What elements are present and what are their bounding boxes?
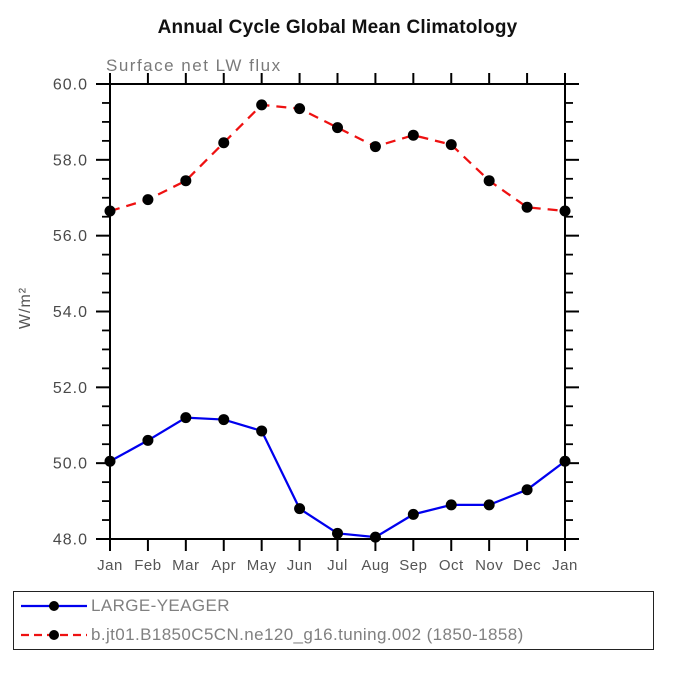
y-tick-label: 60.0 bbox=[53, 77, 88, 94]
data-point-s2-Mar bbox=[180, 175, 192, 187]
plot-frame bbox=[109, 83, 566, 540]
legend-label-series-1: LARGE-YEAGER bbox=[91, 596, 230, 616]
x-tick-label: Feb bbox=[134, 557, 161, 574]
data-point-s2-Jan bbox=[559, 205, 571, 217]
y-tick-label: 48.0 bbox=[53, 532, 88, 549]
data-point-s1-Jan bbox=[104, 455, 116, 467]
data-point-s2-Oct bbox=[445, 139, 457, 151]
data-point-s1-Oct bbox=[445, 499, 457, 511]
data-point-s2-Nov bbox=[483, 175, 495, 187]
data-point-s1-Nov bbox=[483, 499, 495, 511]
x-tick-label: Jan bbox=[97, 557, 123, 574]
data-point-s2-Feb bbox=[142, 194, 154, 206]
data-point-s1-Jun bbox=[294, 503, 306, 515]
data-point-s1-Apr bbox=[218, 414, 230, 426]
chart-title: Annual Cycle Global Mean Climatology bbox=[157, 17, 518, 38]
data-point-s1-Jul bbox=[332, 527, 343, 539]
y-tick-label: 50.0 bbox=[53, 456, 88, 473]
legend-item-tuning-run: b.jt01.B1850C5CN.ne120_g16.tuning.002 (1… bbox=[14, 621, 653, 650]
data-point-s2-Jul bbox=[332, 122, 343, 134]
legend-item-large-yeager: LARGE-YEAGER bbox=[14, 592, 653, 621]
x-tick-label: Aug bbox=[361, 557, 389, 574]
data-point-s1-Jan bbox=[559, 455, 571, 467]
x-tick-label: Dec bbox=[513, 557, 541, 574]
y-tick-label: 56.0 bbox=[53, 228, 88, 245]
data-point-s1-Mar bbox=[180, 412, 192, 424]
x-tick-label: Nov bbox=[475, 557, 503, 574]
data-point-s1-May bbox=[256, 425, 268, 437]
legend-box: LARGE-YEAGER b.jt01.B1850C5CN.ne120_g16.… bbox=[13, 591, 654, 650]
data-point-s1-Dec bbox=[521, 484, 533, 496]
y-tick-label: 52.0 bbox=[53, 380, 88, 397]
legend-marker-dot bbox=[49, 629, 59, 640]
series-line-2 bbox=[109, 103, 566, 213]
x-tick-label: Jun bbox=[287, 557, 313, 574]
data-point-s1-Aug bbox=[369, 531, 381, 543]
data-point-s2-Aug bbox=[369, 141, 381, 153]
data-point-s1-Sep bbox=[407, 508, 419, 520]
x-tick-label: Apr bbox=[211, 557, 236, 574]
data-point-s2-Jun bbox=[294, 103, 306, 115]
y-tick-label: 58.0 bbox=[53, 152, 88, 169]
legend-marker-dot bbox=[49, 601, 59, 612]
x-tick-label: Oct bbox=[439, 557, 464, 574]
x-tick-label: Jul bbox=[327, 557, 348, 574]
legend-line-sample-solid-blue bbox=[21, 601, 87, 612]
legend-line-sample-dashed-red bbox=[21, 629, 87, 640]
data-point-s2-May bbox=[256, 99, 268, 111]
series-line-1 bbox=[109, 416, 566, 539]
chart-subtitle: Surface net LW flux bbox=[106, 56, 282, 75]
data-point-s2-Sep bbox=[407, 129, 419, 141]
x-tick-label: May bbox=[247, 557, 277, 574]
x-tick-label: Mar bbox=[172, 557, 199, 574]
data-point-s2-Apr bbox=[218, 137, 230, 149]
legend-label-series-2: b.jt01.B1850C5CN.ne120_g16.tuning.002 (1… bbox=[91, 624, 524, 644]
x-tick-label: Jan bbox=[552, 557, 578, 574]
x-tick-label: Sep bbox=[399, 557, 427, 574]
y-tick-label: 54.0 bbox=[53, 304, 88, 321]
data-point-s2-Jan bbox=[104, 205, 116, 217]
chart-plot-area: 48.0 50.0 52.0 54.0 56.0 58.0 60.0 Jan Feb Mar Apr… bbox=[53, 73, 579, 574]
data-point-s1-Feb bbox=[142, 434, 154, 446]
data-point-s2-Dec bbox=[521, 201, 533, 213]
